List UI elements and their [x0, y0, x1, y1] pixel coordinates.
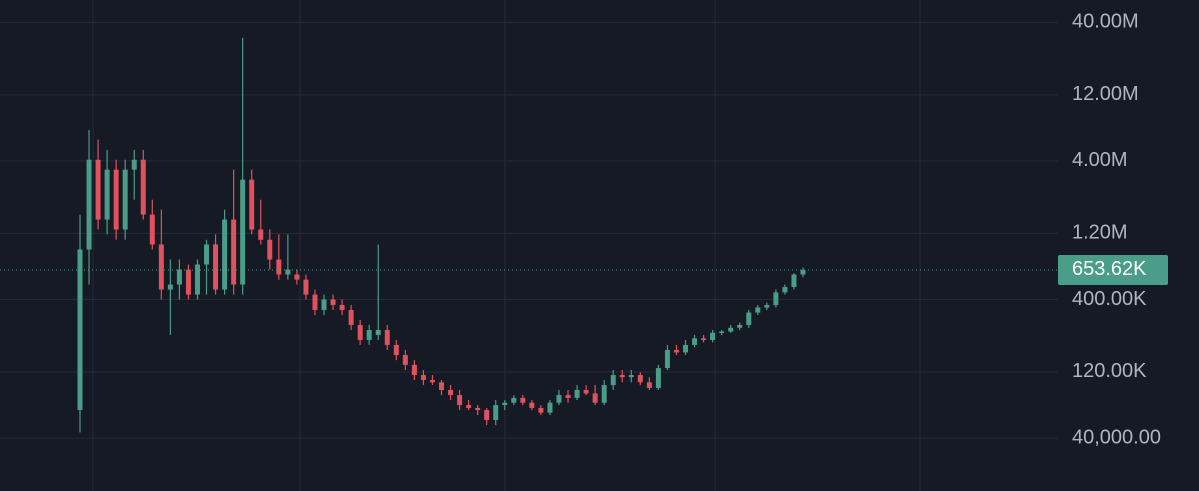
candle-body: [357, 324, 363, 341]
candle-body: [502, 402, 508, 406]
candle-body: [547, 402, 553, 413]
candle-body: [583, 390, 589, 394]
candle-body: [764, 305, 770, 308]
candle-body: [457, 395, 463, 406]
candle-body: [420, 375, 426, 380]
candle-body: [429, 379, 435, 383]
candle-body: [755, 307, 761, 313]
candle-body: [719, 331, 725, 334]
candle-body: [692, 338, 698, 345]
candle-body: [683, 344, 689, 353]
candle-body: [484, 410, 490, 421]
vertical-grid: [92, 0, 921, 491]
last-price-label: 653.62K: [1072, 258, 1147, 280]
candle-body: [556, 395, 562, 403]
candle-body: [746, 312, 752, 325]
candle-body: [249, 179, 255, 230]
candle-body: [185, 269, 191, 295]
y-tick-label: 40,000.00: [1072, 426, 1161, 448]
candle-body: [366, 329, 372, 341]
candle-body: [701, 338, 707, 341]
candle-body: [231, 219, 237, 285]
candle-body: [610, 375, 616, 386]
y-tick-label: 40.00M: [1072, 11, 1139, 33]
y-tick-label: 12.00M: [1072, 83, 1139, 105]
candle-body: [276, 259, 282, 275]
candle-body: [122, 169, 128, 230]
candle-body: [737, 324, 743, 328]
candle-body: [493, 405, 499, 421]
candle-body: [466, 405, 472, 408]
candle-body: [592, 393, 598, 403]
candle-body: [574, 390, 580, 398]
candle-body: [773, 292, 779, 306]
candle-body: [348, 309, 354, 325]
candle-body: [285, 269, 291, 275]
candle-body: [113, 169, 119, 230]
candle-body: [158, 244, 164, 290]
candle-body: [601, 385, 607, 403]
candle-body: [140, 159, 146, 215]
candle-body: [402, 355, 408, 365]
y-tick-label: 120.00K: [1072, 360, 1147, 382]
candle-body: [628, 375, 634, 378]
candle-body: [411, 364, 417, 376]
candle-body: [439, 382, 444, 391]
candle-body: [782, 287, 788, 293]
candle-body: [77, 249, 83, 411]
candle-body: [222, 219, 228, 290]
candle-body: [475, 407, 481, 411]
candle-body: [511, 397, 517, 403]
last-price-badge: [1058, 254, 1168, 285]
candle-body: [529, 402, 535, 408]
candle-body: [213, 244, 219, 290]
candle-body: [204, 244, 210, 265]
candle-body: [637, 375, 643, 383]
candle-body: [791, 274, 797, 288]
candle-body: [664, 349, 670, 369]
candle-body: [149, 214, 155, 245]
candle-body: [646, 382, 652, 388]
y-tick-label: 4.00M: [1072, 149, 1128, 171]
candle-body: [655, 368, 661, 388]
candle-body: [673, 349, 679, 353]
candle-body: [258, 229, 264, 240]
candle-body: [167, 284, 173, 290]
candle-body: [339, 305, 345, 310]
candle-body: [312, 294, 318, 310]
candle-body: [565, 395, 571, 398]
candle-body: [176, 269, 182, 285]
candle-body: [86, 159, 92, 250]
candle-body: [194, 264, 200, 295]
candle-body: [520, 397, 526, 403]
candle-body: [321, 299, 327, 310]
candle-body: [375, 329, 381, 335]
candle-body: [303, 279, 309, 295]
candle-body: [800, 269, 806, 275]
candle-body: [104, 169, 110, 220]
candle-body: [448, 390, 454, 396]
candle-body: [384, 329, 390, 345]
candle-body: [267, 239, 273, 260]
candle-body: [538, 407, 544, 413]
candle-body: [240, 179, 246, 285]
candle-body: [710, 332, 716, 341]
candle-body: [619, 375, 625, 378]
y-tick-label: 400.00K: [1072, 288, 1147, 310]
candle-body: [728, 327, 734, 332]
candle-body: [131, 159, 137, 170]
candle-body: [95, 159, 101, 220]
candle-body: [330, 299, 336, 306]
candle-body: [294, 274, 300, 280]
candle-body: [393, 344, 399, 356]
y-tick-label: 1.20M: [1072, 222, 1128, 244]
